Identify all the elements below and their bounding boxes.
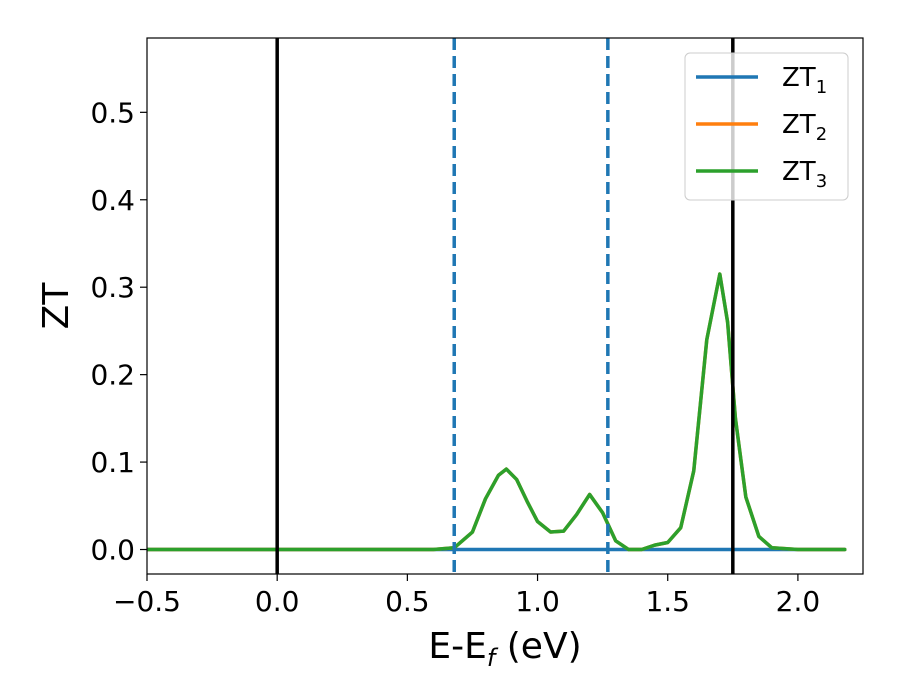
x-tick-label: 0.5 (385, 585, 430, 618)
y-tick-label: 0.4 (90, 184, 135, 217)
y-tick-label: 0.5 (90, 96, 135, 129)
y-axis-label: ZT (36, 282, 77, 330)
x-tick-label: −0.5 (113, 585, 181, 618)
series-line-3 (147, 272, 847, 552)
legend-label-2: ZT2 (782, 110, 827, 145)
y-axis: 0.0 0.1 0.2 0.3 0.4 0.5 (90, 96, 147, 567)
legend: ZT1 ZT2 ZT3 (684, 52, 849, 201)
plot-frame (146, 37, 864, 575)
x-tick-label: 1.0 (515, 585, 560, 618)
legend-label-1: ZT1 (782, 63, 827, 98)
y-tick-label: 0.1 (90, 446, 135, 479)
y-tick-label: 0.2 (90, 359, 135, 392)
legend-box (684, 52, 849, 201)
x-tick-label: 0.0 (255, 585, 300, 618)
x-tick-label: 2.0 (776, 585, 821, 618)
y-tick-label: 0.3 (90, 271, 135, 304)
x-axis: −0.5 0.0 0.5 1.0 1.5 2.0 (113, 574, 820, 618)
x-tick-label: 1.5 (645, 585, 690, 618)
y-tick-label: 0.0 (90, 534, 135, 567)
legend-label-3: ZT3 (782, 157, 827, 192)
x-axis-label: E-Ef (eV) (428, 626, 581, 672)
